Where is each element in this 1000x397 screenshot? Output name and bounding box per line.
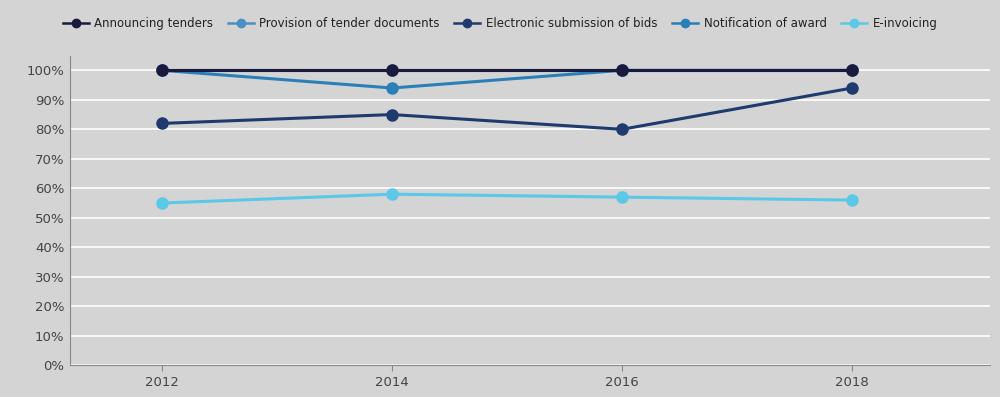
Legend: Announcing tenders, Provision of tender documents, Electronic submission of bids: Announcing tenders, Provision of tender … xyxy=(59,14,941,34)
